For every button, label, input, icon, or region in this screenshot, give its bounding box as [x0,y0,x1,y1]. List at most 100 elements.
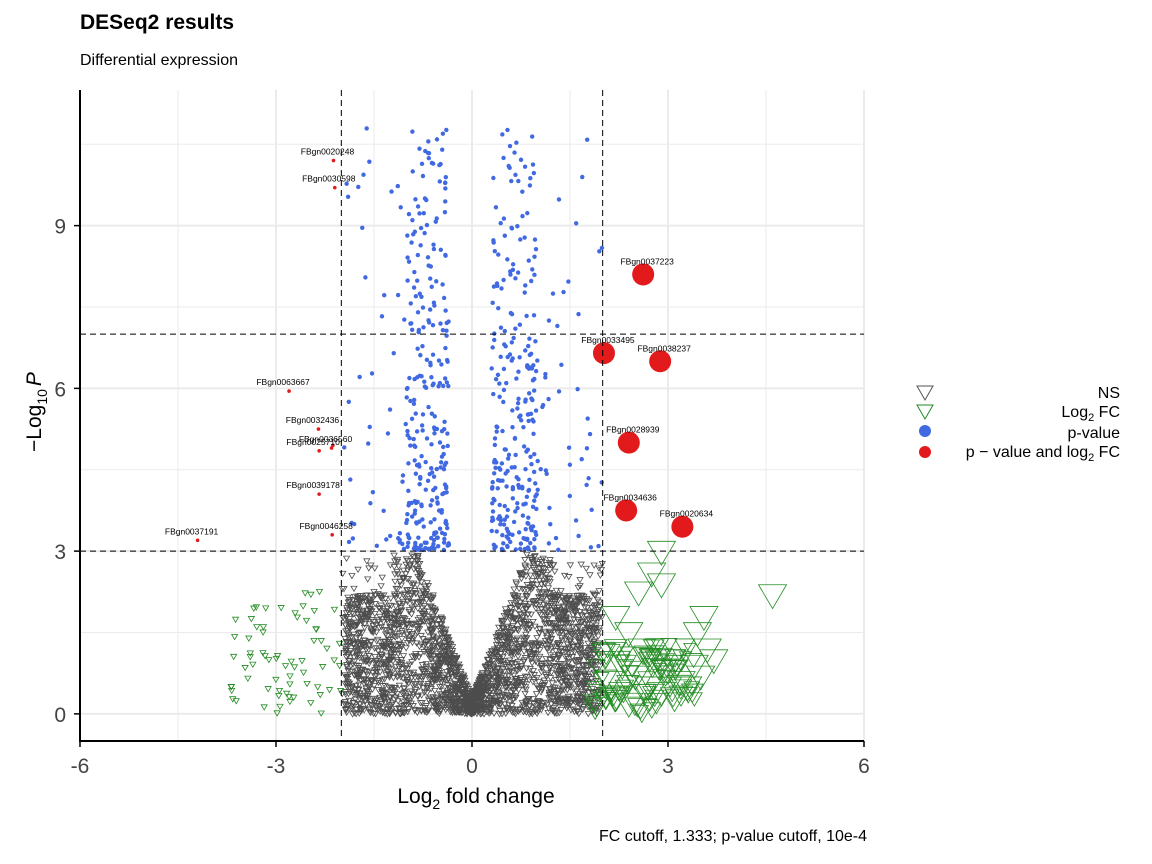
ns-point [420,643,428,650]
ns-point [542,612,551,619]
ns-point [461,683,469,690]
ns-point [371,601,379,608]
ns-point [372,629,381,636]
ns-point [504,635,512,642]
pvalue-point [425,255,431,260]
ns-point [396,578,404,586]
ns-point [362,687,370,695]
gene-label: FBgn0028939 [606,425,660,435]
pvalue-point [530,504,536,510]
x-tick-label: -3 [267,755,286,778]
ns-point [517,621,525,628]
fc-point [259,650,267,657]
pvalue-point [412,443,417,448]
pvalue-point [419,423,425,428]
ns-point [584,648,593,655]
ns-point [544,620,553,627]
pvalue-point [387,407,393,412]
ns-point [405,607,414,614]
pvalue-point [492,337,497,343]
ns-point [355,606,363,613]
pvalue-point [432,431,437,436]
ns-point [447,686,456,693]
ns-point [360,694,368,702]
pvalue-point [491,471,497,476]
fc-point [299,603,307,610]
fc-point [638,651,662,672]
ns-point [390,616,399,623]
ns-point [416,700,425,707]
ns-point [365,643,374,650]
significant-gene-point [331,158,336,163]
fc-point [685,692,703,707]
ns-point [417,678,425,685]
ns-point [575,599,583,606]
pvalue-point [589,507,594,513]
pvalue-point [444,320,449,326]
ns-point [429,607,437,615]
pvalue-point [415,375,420,380]
pvalue-point [546,396,551,402]
ns-point [585,689,593,697]
pvalue-point [403,421,408,427]
ns-point [409,672,418,679]
pvalue-point [444,127,449,133]
ns-point [428,681,437,688]
ns-point [366,701,375,709]
pvalue-point [514,140,519,145]
ns-point [590,658,598,665]
pvalue-point [408,398,413,404]
ns-point [424,608,433,616]
gene-label: FBgn0039178 [286,480,340,490]
legend: NS Log2 FC p-value p − value and log2 FC [916,385,1120,464]
ns-point [452,690,461,697]
ns-point [580,704,588,711]
pvalue-point [543,371,548,377]
ns-point [550,601,558,608]
ns-point [402,622,411,629]
fc-point [273,710,281,717]
fc-point-large [689,606,719,632]
ns-point [529,679,537,686]
ns-point [459,672,468,679]
ns-point [579,650,587,657]
pvalue-point [492,546,497,551]
pvalue-point [555,323,560,329]
ns-point [572,688,581,695]
ns-point [389,700,397,707]
ns-point [555,676,563,683]
ns-point [499,687,507,694]
ns-point [352,711,360,718]
fc-point [684,653,703,669]
ns-point [363,658,371,665]
pvalue-point [409,416,415,422]
pvalue-point [424,222,430,228]
ns-point [516,571,524,579]
fc-point [330,657,338,664]
fc-point [302,617,311,625]
ns-point [535,589,544,596]
ns-point [522,641,530,648]
fc-point [674,638,696,657]
pvalue-point [422,379,427,384]
pvalue-point [531,469,537,475]
ns-point [446,709,455,716]
ns-point [563,619,572,627]
ns-point [339,615,347,622]
pvalue-point [489,518,495,524]
pvalue-point [431,242,436,247]
ns-point [484,673,492,681]
ns-point [403,617,411,625]
y-tick-label: 0 [54,704,66,727]
ns-point [521,636,530,643]
ns-point [586,610,595,617]
pvalue-point [441,451,446,457]
ns-point [454,686,462,694]
pvalue-point [436,544,441,549]
pvalue-point [408,443,413,448]
pvalue-point [346,399,351,405]
ns-point [472,684,480,691]
ns-point [555,609,564,617]
ns-point [530,651,539,658]
chart-title: DESeq2 results [80,11,235,34]
